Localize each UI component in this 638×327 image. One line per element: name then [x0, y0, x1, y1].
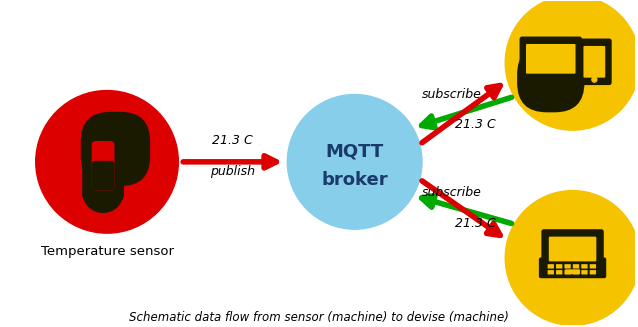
- Text: Schematic data flow from sensor (machine) to devise (machine): Schematic data flow from sensor (machine…: [129, 311, 509, 324]
- FancyBboxPatch shape: [573, 264, 579, 268]
- Circle shape: [505, 0, 638, 130]
- Circle shape: [505, 191, 638, 325]
- Text: 21.3 C: 21.3 C: [212, 133, 253, 146]
- FancyBboxPatch shape: [556, 270, 562, 274]
- FancyBboxPatch shape: [577, 39, 612, 85]
- Text: subscribe: subscribe: [422, 88, 482, 101]
- FancyBboxPatch shape: [517, 45, 584, 112]
- FancyBboxPatch shape: [81, 112, 150, 176]
- Circle shape: [36, 91, 179, 233]
- FancyBboxPatch shape: [542, 229, 604, 269]
- FancyBboxPatch shape: [590, 270, 596, 274]
- Circle shape: [287, 95, 422, 229]
- FancyBboxPatch shape: [81, 122, 150, 186]
- Text: subscribe: subscribe: [422, 185, 482, 198]
- FancyBboxPatch shape: [539, 257, 606, 278]
- Text: MQTT: MQTT: [325, 143, 384, 161]
- Text: broker: broker: [322, 171, 388, 189]
- FancyBboxPatch shape: [565, 264, 571, 268]
- FancyBboxPatch shape: [590, 264, 596, 268]
- FancyBboxPatch shape: [573, 270, 579, 274]
- FancyBboxPatch shape: [92, 141, 114, 191]
- FancyBboxPatch shape: [82, 132, 124, 202]
- Text: publish: publish: [211, 165, 255, 178]
- FancyBboxPatch shape: [565, 270, 571, 274]
- FancyBboxPatch shape: [547, 270, 554, 274]
- FancyBboxPatch shape: [549, 237, 597, 261]
- FancyBboxPatch shape: [526, 44, 575, 74]
- FancyBboxPatch shape: [519, 37, 582, 81]
- FancyBboxPatch shape: [92, 161, 114, 191]
- Text: 21.3 C: 21.3 C: [455, 217, 496, 230]
- Circle shape: [592, 77, 597, 82]
- FancyBboxPatch shape: [581, 264, 588, 268]
- FancyBboxPatch shape: [565, 269, 580, 274]
- FancyBboxPatch shape: [581, 270, 588, 274]
- Circle shape: [84, 173, 123, 212]
- FancyBboxPatch shape: [547, 264, 554, 268]
- Text: Temperature sensor: Temperature sensor: [41, 245, 174, 258]
- FancyBboxPatch shape: [556, 264, 562, 268]
- FancyBboxPatch shape: [535, 81, 567, 89]
- FancyBboxPatch shape: [584, 46, 605, 77]
- Text: 21.3 C: 21.3 C: [455, 118, 496, 131]
